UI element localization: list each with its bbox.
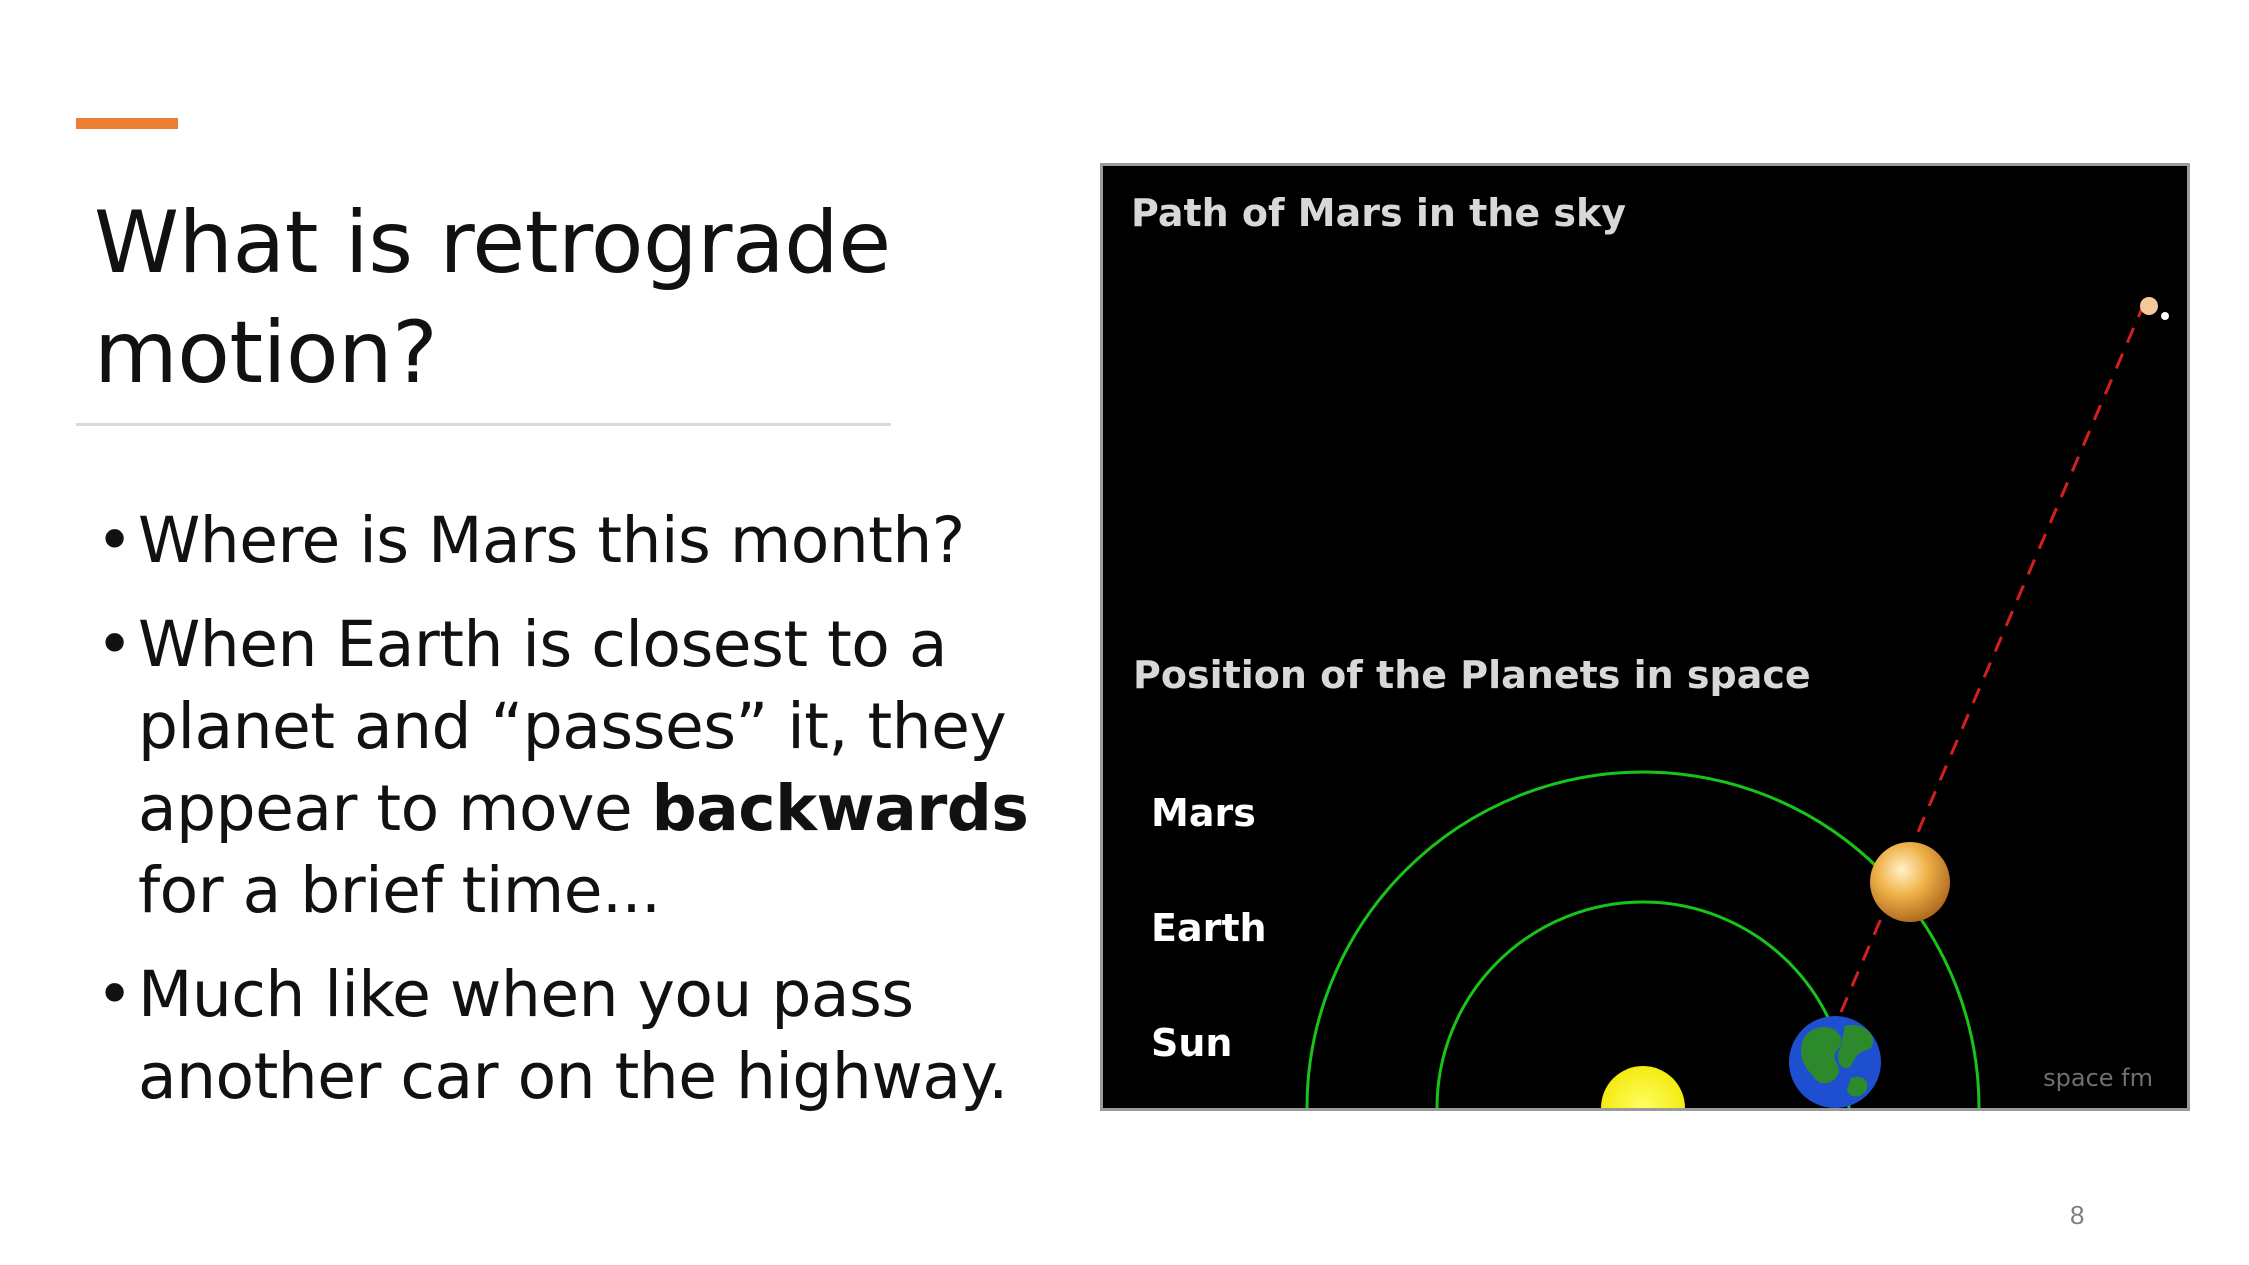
bullet-dot: • bbox=[96, 958, 133, 1031]
mars-sky-position-icon bbox=[2140, 297, 2158, 315]
bullet-text-after: for a brief time... bbox=[138, 854, 661, 927]
bullet-dot: • bbox=[96, 504, 133, 577]
page-number: 8 bbox=[2070, 1200, 2085, 1230]
bullet-text: Where is Mars this month? bbox=[138, 504, 965, 577]
sun-label: Sun bbox=[1151, 1021, 1232, 1065]
bullet-text-bold: backwards bbox=[651, 772, 1029, 845]
bullet-item: • When Earth is closest to a planet and … bbox=[96, 604, 1056, 932]
bullet-text-before: When Earth is closest to a planet and “p… bbox=[138, 608, 1007, 845]
earth-icon bbox=[1789, 1016, 1881, 1108]
bullet-item: • Much like when you pass another car on… bbox=[96, 954, 1056, 1118]
mars-icon bbox=[1870, 842, 1950, 922]
sun-icon bbox=[1601, 1066, 1685, 1108]
earth-label: Earth bbox=[1151, 906, 1267, 950]
retrograde-animation-figure: Path of Mars in the sky Position of the … bbox=[1100, 163, 2190, 1111]
earth-orbit bbox=[1435, 900, 1851, 1108]
slide-title: What is retrograde motion? bbox=[94, 193, 891, 403]
retrograde-diagram: Path of Mars in the sky Position of the … bbox=[1131, 191, 2169, 1108]
bullet-list: • Where is Mars this month? • When Earth… bbox=[96, 500, 1056, 1140]
bullet-dot: • bbox=[96, 608, 133, 681]
title-accent-bar bbox=[76, 118, 178, 129]
sky-heading: Path of Mars in the sky bbox=[1131, 191, 1626, 235]
background-star-icon bbox=[2161, 312, 2169, 320]
bullet-item: • Where is Mars this month? bbox=[96, 500, 1056, 582]
watermark: space fm bbox=[2043, 1064, 2153, 1092]
space-heading: Position of the Planets in space bbox=[1133, 653, 1811, 697]
title-divider bbox=[76, 423, 891, 426]
mars-orbit bbox=[1305, 770, 1981, 1108]
bullet-text: Much like when you pass another car on t… bbox=[138, 958, 1008, 1113]
mars-label: Mars bbox=[1151, 791, 1256, 835]
